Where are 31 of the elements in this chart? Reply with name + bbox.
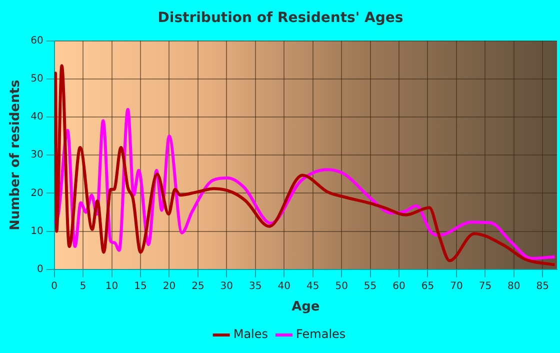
x-tick-label: 70 [450, 280, 463, 292]
legend-label: Males [233, 327, 268, 342]
x-tick-label: 65 [421, 280, 434, 292]
legend-label: Females [296, 327, 346, 342]
line-series [54, 64, 556, 266]
x-tick-label: 75 [478, 280, 492, 292]
y-tick-label: 60 [30, 35, 44, 46]
y-tick-label: 30 [30, 150, 44, 161]
y-tick-label: 50 [30, 73, 44, 84]
x-tick-label: 85 [536, 280, 550, 292]
y-tick-label: 0 [36, 264, 44, 275]
x-tick-label: 5 [80, 280, 86, 292]
y-tick-label: 20 [30, 188, 44, 199]
chart-title: Distribution of Residents' Ages [158, 10, 404, 26]
x-tick-label: 45 [306, 280, 320, 292]
x-tick-label: 20 [162, 280, 176, 292]
x-tick-label: 35 [249, 280, 262, 292]
y-tick-label: 10 [30, 226, 44, 237]
y-axis-title: Number of residents [8, 80, 24, 230]
x-tick-label: 10 [105, 280, 118, 292]
x-tick-label: 30 [220, 280, 234, 292]
x-tick-label: 60 [392, 280, 406, 292]
x-tick-label: 40 [278, 280, 290, 292]
x-tick-label: 25 [192, 280, 204, 292]
x-tick-label: 80 [508, 280, 520, 292]
y-tick-label: 40 [30, 112, 44, 123]
x-tick-label: 15 [134, 280, 147, 292]
x-tick-label: 50 [335, 280, 348, 292]
x-axis-title: Age [292, 300, 320, 315]
x-tick-label: 0 [51, 280, 58, 292]
x-tick-label: 55 [364, 280, 377, 292]
